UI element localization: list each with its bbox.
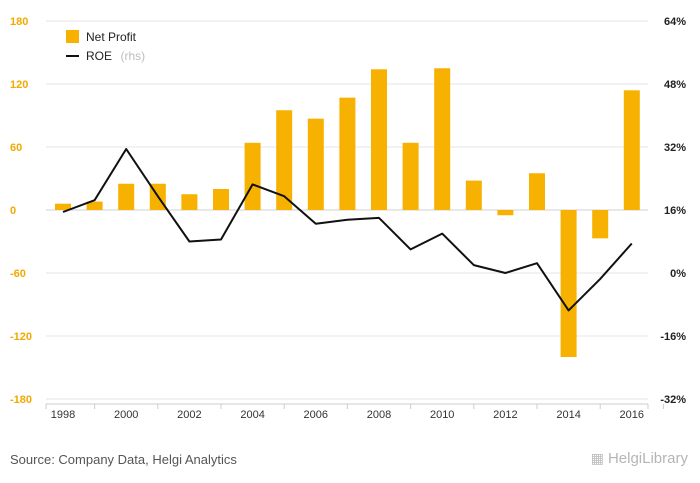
x-tick-label: 2014 bbox=[556, 409, 580, 421]
bar-net-profit-2000 bbox=[118, 183, 135, 210]
right-tick-label: 48% bbox=[664, 79, 686, 91]
right-tick-label: 32% bbox=[664, 142, 686, 154]
bar-net-profit-1999 bbox=[86, 201, 103, 210]
source-note: Source: Company Data, Helgi Analytics bbox=[10, 452, 237, 467]
x-tick-label: 2006 bbox=[304, 409, 328, 421]
bar-net-profit-2008 bbox=[371, 69, 387, 210]
legend-roe-name: ROE bbox=[86, 49, 112, 63]
bar-net-profit-2009 bbox=[402, 142, 419, 210]
bar-net-profit-2002 bbox=[181, 194, 198, 210]
x-tick-label: 2008 bbox=[367, 409, 391, 421]
left-axis-ticks: 180 120 60 0 -60 -120 -180 bbox=[10, 16, 32, 406]
x-tick-label: 1998 bbox=[51, 409, 75, 421]
net-profit-bars bbox=[55, 68, 640, 357]
left-tick-label: -180 bbox=[10, 394, 32, 406]
right-tick-label: -16% bbox=[660, 331, 686, 343]
legend-roe-suffix: (rhs) bbox=[120, 49, 145, 63]
left-tick-label: 120 bbox=[10, 79, 28, 91]
bar-net-profit-2015 bbox=[592, 210, 609, 239]
helgi-library-logo: ▦ HelgiLibrary bbox=[591, 450, 688, 467]
legend: Net Profit ROE (rhs) bbox=[66, 30, 145, 64]
bar-net-profit-2013 bbox=[529, 173, 545, 210]
bar-net-profit-2014 bbox=[560, 210, 577, 357]
bar-net-profit-2005 bbox=[276, 110, 293, 210]
bar-net-profit-2012 bbox=[497, 210, 514, 216]
x-tick-label: 2004 bbox=[240, 409, 264, 421]
left-tick-label: -60 bbox=[10, 268, 26, 280]
left-tick-label: -120 bbox=[10, 331, 32, 343]
right-tick-label: 16% bbox=[664, 205, 686, 217]
x-tick-label: 2002 bbox=[177, 409, 201, 421]
bar-net-profit-2004 bbox=[244, 142, 261, 210]
right-tick-label: 64% bbox=[664, 16, 686, 28]
bar-net-profit-2007 bbox=[339, 97, 356, 210]
legend-label-net-profit: Net Profit bbox=[86, 30, 137, 44]
left-tick-label: 60 bbox=[10, 142, 22, 154]
x-tick-label: 2012 bbox=[493, 409, 517, 421]
x-tick-label: 2016 bbox=[620, 409, 644, 421]
bar-net-profit-1998 bbox=[55, 203, 71, 210]
bar-net-profit-2006 bbox=[307, 118, 324, 210]
x-tick-label: 2000 bbox=[114, 409, 138, 421]
bar-net-profit-2011 bbox=[465, 180, 482, 210]
bar-net-profit-2016 bbox=[623, 90, 640, 210]
right-tick-label: 0% bbox=[670, 268, 686, 280]
left-tick-label: 0 bbox=[10, 205, 16, 217]
x-axis: 1998 2000 2002 2004 2006 2008 2010 2012 2014 2016 bbox=[45, 403, 664, 421]
bar-net-profit-2010 bbox=[434, 68, 451, 210]
logo-text: HelgiLibrary bbox=[607, 450, 688, 467]
right-tick-label: -32% bbox=[660, 394, 686, 406]
right-axis-ticks: 64% 48% 32% 16% 0% -16% -32% bbox=[660, 16, 686, 406]
legend-swatch-net-profit bbox=[66, 30, 79, 43]
legend-label-roe: ROE (rhs) bbox=[86, 47, 145, 64]
bar-net-profit-2003 bbox=[213, 189, 229, 210]
library-icon: ▦ bbox=[590, 450, 604, 466]
roe-line-path bbox=[62, 148, 633, 312]
roe-line bbox=[62, 148, 633, 312]
left-tick-label: 180 bbox=[10, 16, 28, 28]
x-tick-label: 2010 bbox=[430, 409, 454, 421]
